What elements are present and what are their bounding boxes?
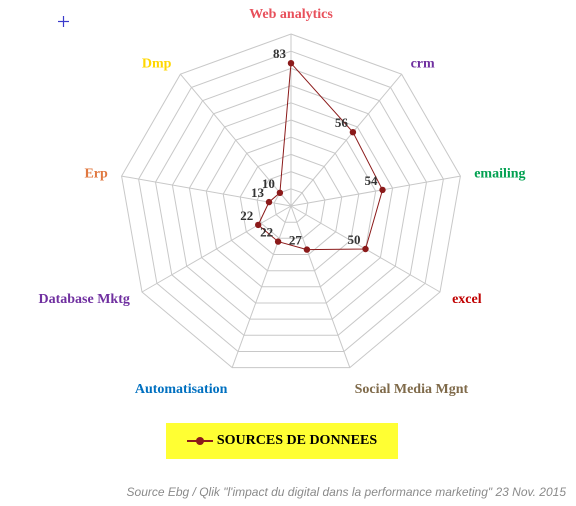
crosshair-icon: [58, 16, 69, 27]
axis-label: excel: [452, 292, 482, 307]
axis-spoke: [290, 73, 402, 207]
grid-ring: [256, 171, 326, 239]
grid-ring: [188, 102, 394, 304]
grid-ring: [205, 119, 377, 288]
data-label: 22: [240, 208, 253, 223]
source-note: Source Ebg / Qlik "l'impact du digital d…: [126, 485, 566, 499]
data-label: 50: [348, 232, 361, 247]
grid-ring: [138, 50, 444, 352]
series-sources-de-donnees: [255, 60, 386, 253]
radar-grid: [121, 33, 461, 369]
data-label: 10: [262, 176, 275, 191]
axis-spoke: [231, 205, 292, 368]
axis-label: Dmp: [142, 57, 172, 72]
data-point: [303, 246, 311, 253]
axis-label: Database Mktg: [39, 292, 130, 307]
grid-ring: [171, 85, 411, 320]
data-label: 56: [335, 115, 349, 130]
data-point: [274, 238, 282, 245]
axis-spoke: [180, 73, 292, 207]
data-point: [379, 186, 386, 194]
axis-label: Social Media Mgnt: [355, 382, 469, 397]
grid-ring: [154, 67, 428, 336]
grid-ring: [239, 153, 343, 255]
data-point: [276, 189, 284, 196]
data-point: [362, 245, 369, 253]
data-label: 13: [251, 185, 265, 200]
axis-label: Web analytics: [249, 7, 333, 22]
legend-label: SOURCES DE DONNEES: [216, 433, 378, 448]
axis-labels: Web analytics crm emailing excel Social Medi…: [39, 7, 526, 397]
data-label: 27: [289, 233, 303, 248]
data-point: [287, 60, 295, 67]
data-point: [255, 221, 262, 229]
axis-spoke: [121, 175, 292, 207]
data-label: 22: [260, 225, 273, 240]
series-line: [257, 62, 384, 251]
axis-label: crm: [411, 57, 435, 72]
data-label: 54: [365, 173, 379, 188]
data-point: [349, 129, 357, 136]
axis-spoke: [290, 205, 351, 368]
axis-spoke: [141, 205, 292, 293]
data-point: [265, 198, 273, 206]
data-label: 83: [273, 46, 287, 61]
axis-label: emailing: [474, 167, 525, 182]
grid-ring: [273, 188, 309, 223]
axis-label: Automatisation: [135, 382, 228, 397]
legend: SOURCES DE DONNEES: [166, 423, 398, 459]
legend-swatch-icon: [186, 435, 213, 447]
axis-label: Erp: [84, 167, 108, 182]
grid-ring: [121, 33, 461, 369]
grid-ring: [222, 136, 360, 272]
axis-spoke: [290, 175, 461, 207]
